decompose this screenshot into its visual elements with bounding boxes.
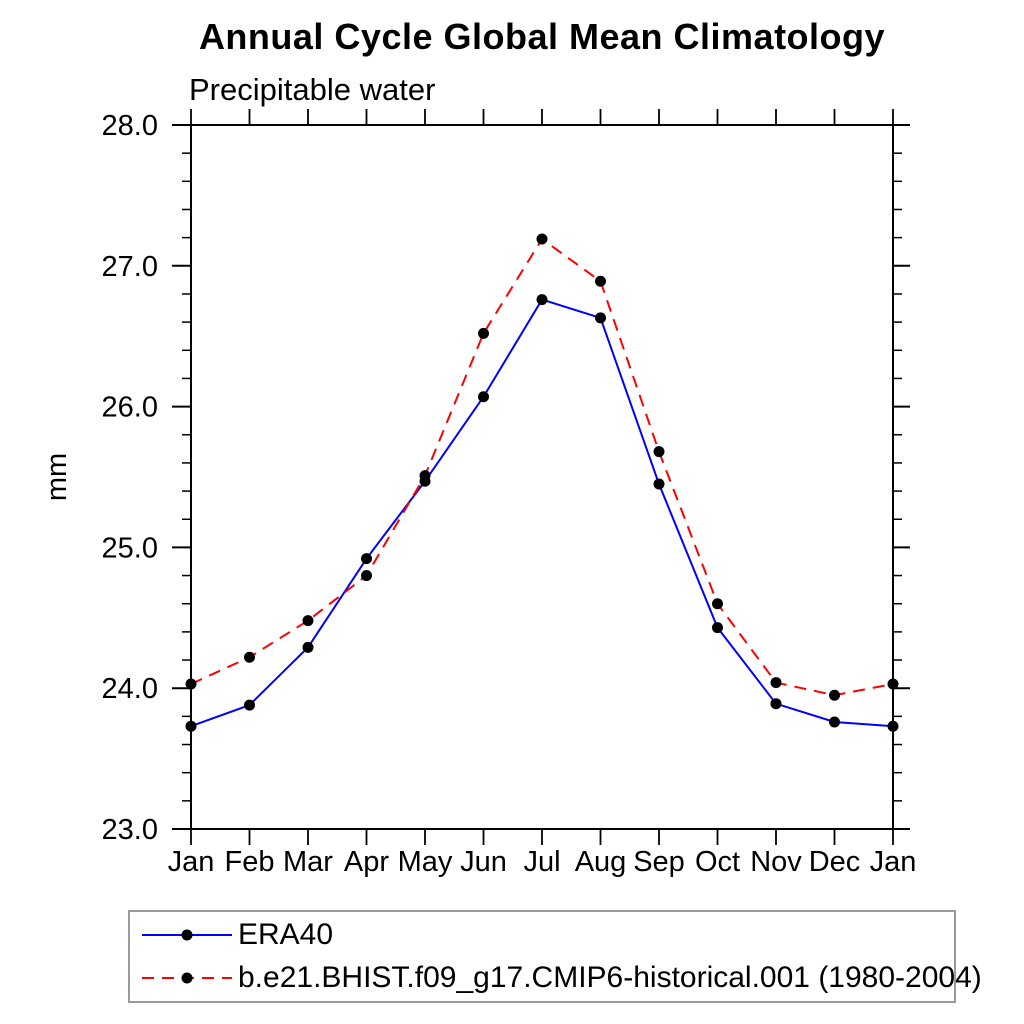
x-axis-tick-label: Oct xyxy=(695,846,740,878)
series-model-marker xyxy=(829,689,840,701)
series-model-line xyxy=(190,237,894,697)
legend-row-era40: ERA40 xyxy=(142,914,954,957)
legend-row-model: b.e21.BHIST.f09_g17.CMIP6-historical.001… xyxy=(142,957,982,1000)
series-model-marker xyxy=(185,678,197,690)
x-axis-tick-label: Nov xyxy=(750,846,802,878)
legend-sample-line xyxy=(142,972,232,984)
series-model-marker xyxy=(302,615,314,627)
y-axis-tick-label: 27.0 xyxy=(102,251,158,283)
plot-box xyxy=(190,124,894,830)
series-model-marker xyxy=(770,677,782,689)
legend-swatch-era40 xyxy=(142,924,232,946)
series-model-marker xyxy=(361,570,372,582)
series-era40-marker xyxy=(653,478,665,490)
x-axis-tick-label: Jan xyxy=(168,846,215,878)
x-axis-tick-label: Mar xyxy=(283,846,333,878)
series-era40-marker xyxy=(712,622,723,634)
x-axis-tick-label: Jul xyxy=(523,846,560,878)
series-era40-marker xyxy=(478,391,489,403)
series-model-marker xyxy=(536,233,548,245)
x-axis-tick-label: Apr xyxy=(344,846,389,878)
legend-box: ERA40 b.e21.BHIST.f09_g17.CMIP6-historic… xyxy=(128,910,982,1003)
series-model-marker xyxy=(653,446,665,458)
x-axis-tick-label: Dec xyxy=(809,846,861,878)
series-model-marker xyxy=(478,327,489,339)
y-axis: 23.0 24.0 25.0 26.0 27.0 28.0 xyxy=(102,110,910,846)
y-axis-tick-label: 28.0 xyxy=(102,110,158,142)
series-model-marker xyxy=(244,651,255,663)
series-era40-marker xyxy=(361,553,372,565)
series-era40-marker xyxy=(595,312,606,324)
series-era40-marker xyxy=(887,720,899,732)
series-model xyxy=(185,233,899,701)
y-axis-tick-label: 25.0 xyxy=(102,532,158,564)
x-axis-tick-label: Feb xyxy=(225,846,275,878)
legend-swatch-model xyxy=(142,967,232,989)
series-era40-marker xyxy=(244,699,255,711)
series-era40-marker xyxy=(302,641,314,653)
series-model-marker xyxy=(712,598,723,610)
series-era40-marker xyxy=(770,698,782,710)
series-model-marker xyxy=(595,275,606,287)
y-axis-tick-label: 23.0 xyxy=(102,814,158,846)
series-model-marker xyxy=(887,678,899,690)
x-axis-tick-label: Jun xyxy=(460,846,507,878)
x-axis-tick-label: Jan xyxy=(870,846,917,878)
legend-sample-line xyxy=(142,929,232,941)
legend-label-era40: ERA40 xyxy=(238,918,334,951)
series-era40-marker xyxy=(185,720,197,732)
chart-subtitle: Precipitable water xyxy=(189,72,436,107)
y-axis-tick-label: 26.0 xyxy=(102,392,158,424)
series-era40-marker xyxy=(536,294,548,306)
legend-label-model: b.e21.BHIST.f09_g17.CMIP6-historical.001… xyxy=(238,961,982,994)
series-era40 xyxy=(185,294,899,732)
x-axis-tick-label: Sep xyxy=(633,846,685,878)
series-model-marker xyxy=(419,470,431,482)
x-axis-tick-label: May xyxy=(398,846,453,878)
chart-title: Annual Cycle Global Mean Climatology xyxy=(198,16,886,57)
x-axis: Jan Feb Mar Apr May Jun Jul Aug Sep Oct Nov Dec Jan xyxy=(168,109,917,878)
series-era40-line xyxy=(190,298,894,728)
y-axis-tick-label: 24.0 xyxy=(102,673,158,705)
x-axis-tick-label: Aug xyxy=(575,846,627,878)
series-era40-marker xyxy=(829,716,840,728)
y-axis-unit-label: mm xyxy=(41,453,73,501)
